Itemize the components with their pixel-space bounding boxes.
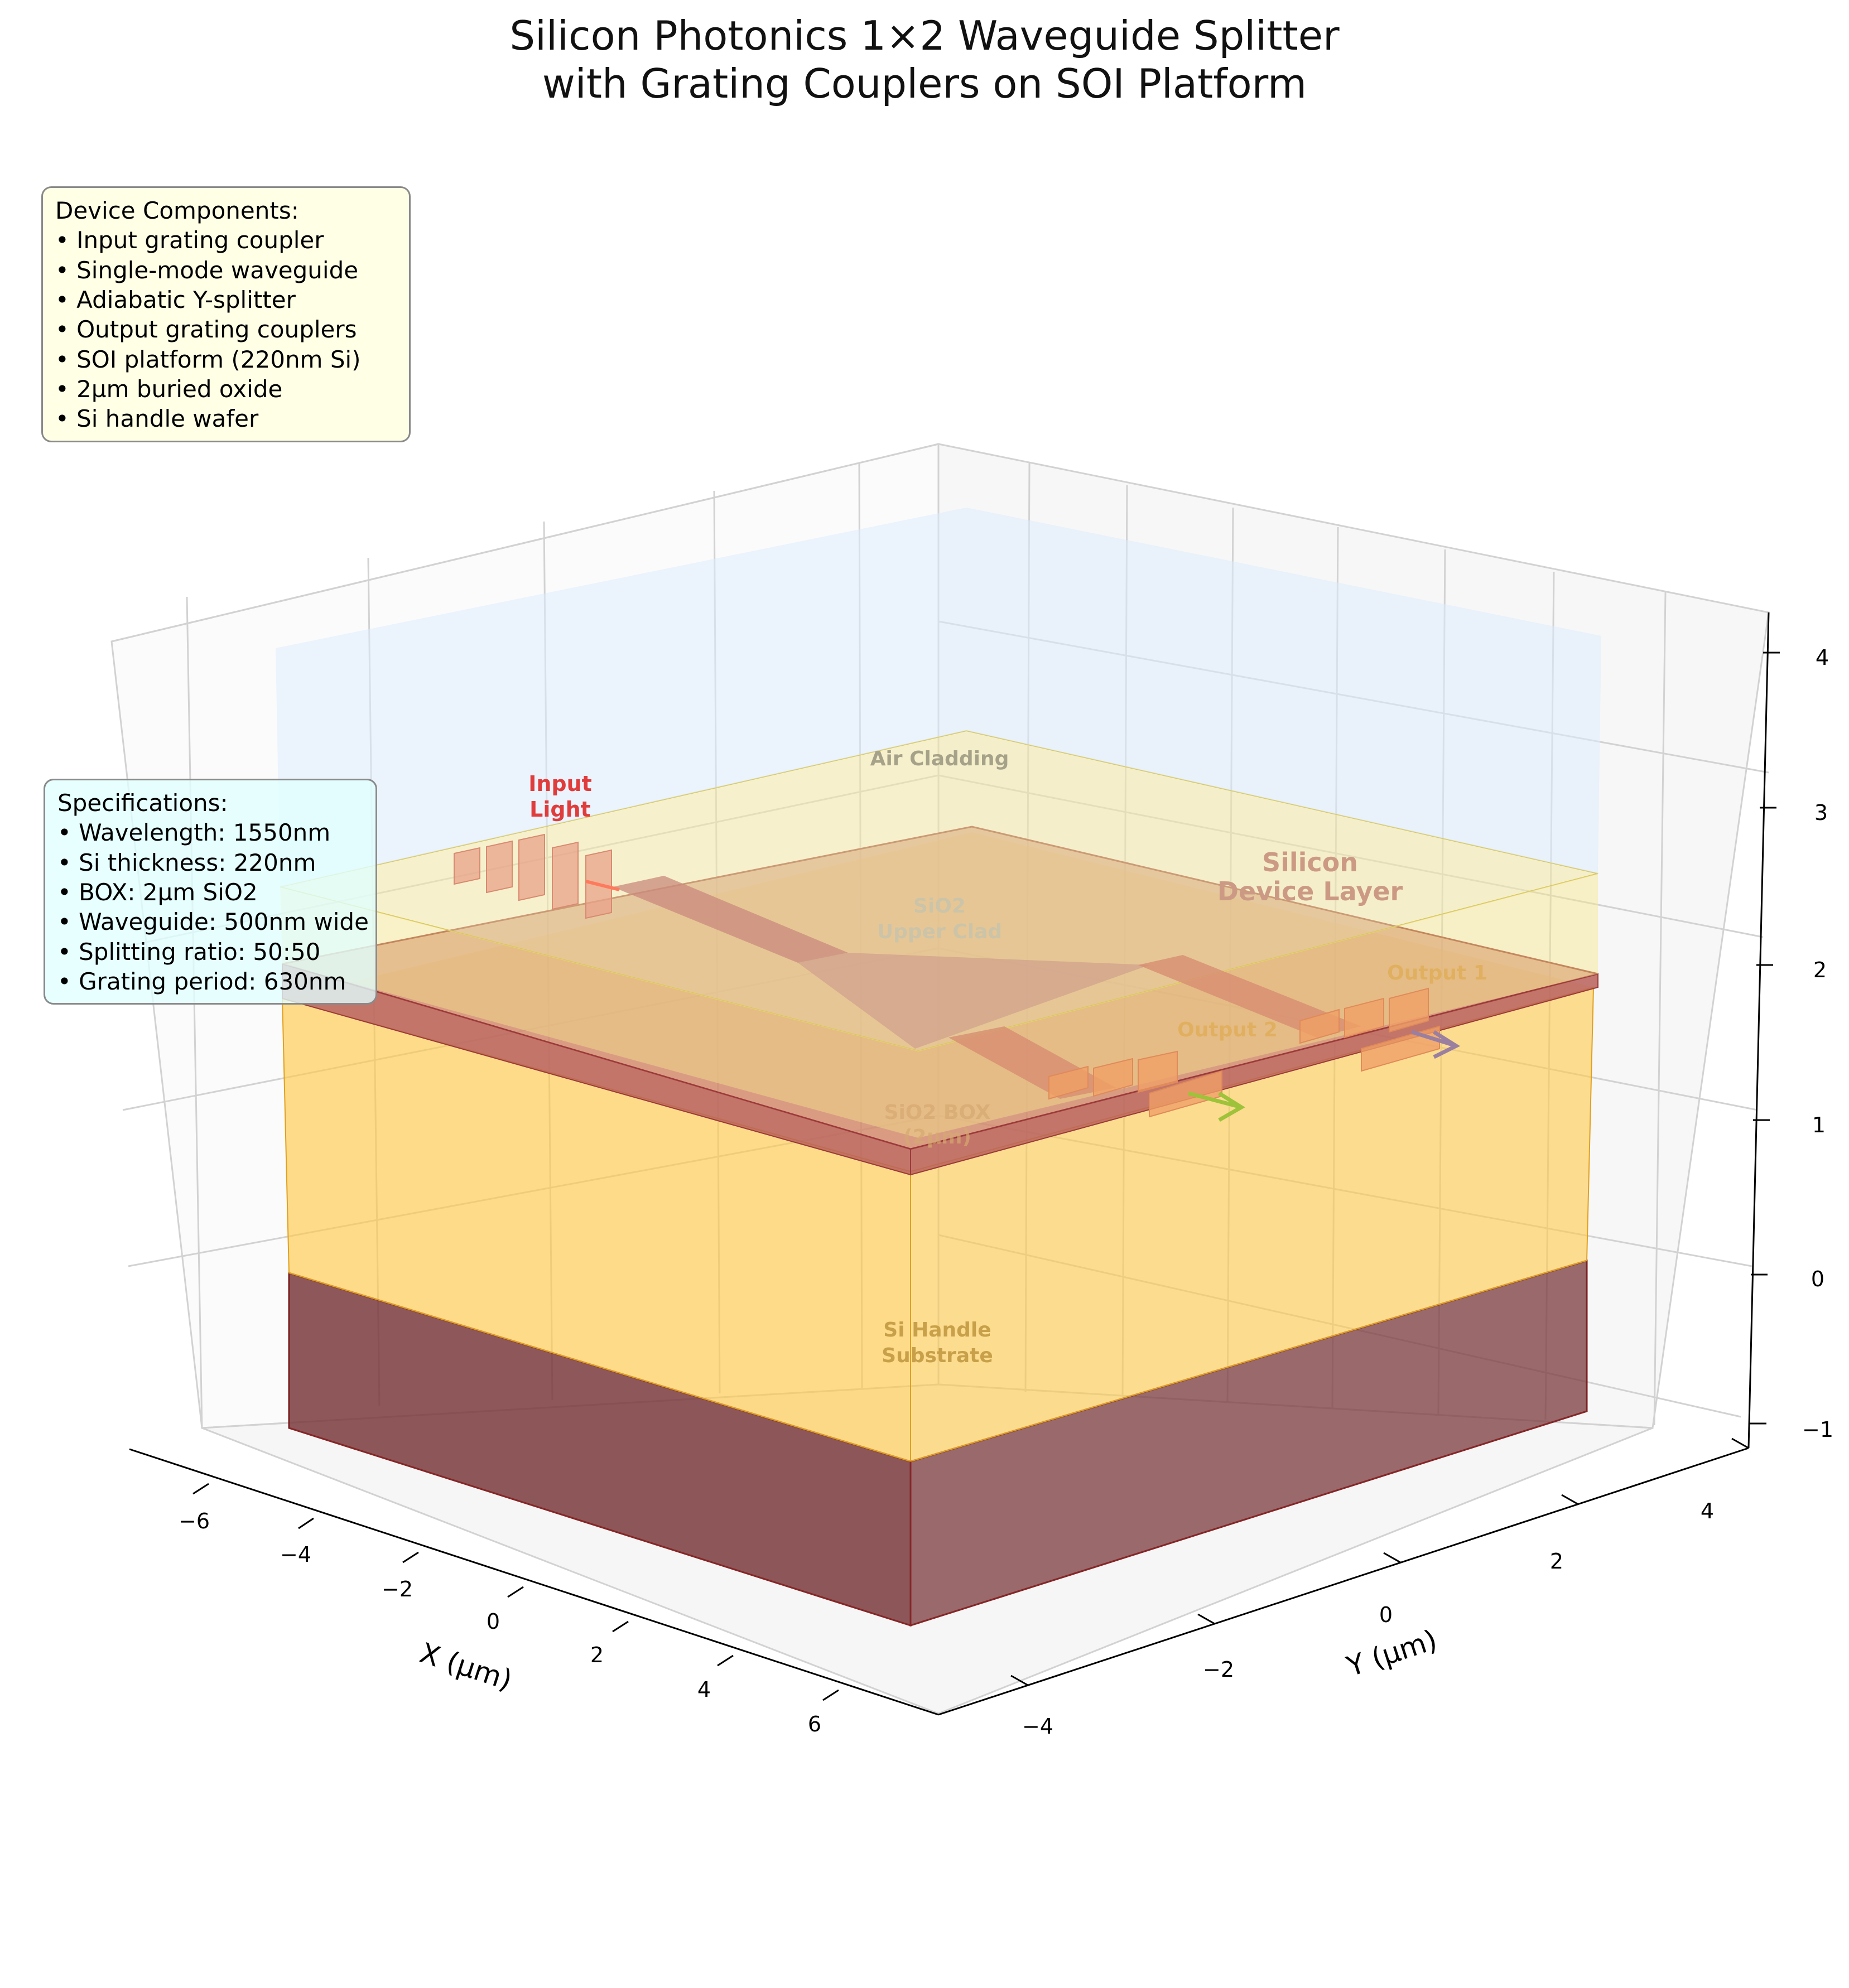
figure-title-line-2: with Grating Couplers on SOI Platform [542, 60, 1307, 107]
x-tick-label: 2 [590, 1643, 604, 1667]
y-tick-label: −4 [1022, 1714, 1053, 1739]
x-axis-line [129, 1448, 939, 1716]
figure-title-line-1: Silicon Photonics 1×2 Waveguide Splitter [509, 12, 1340, 59]
branch-1 [1138, 955, 1361, 1038]
handle-label-1: Si Handle [883, 1319, 991, 1342]
y-axis-label: Y (µm) [1342, 1624, 1441, 1683]
grating-tooth [518, 833, 545, 901]
device-components-legend: Device Components: • Input grating coupl… [41, 186, 411, 442]
output-2-label: Output 2 [1177, 1019, 1278, 1041]
x-tick-label: 4 [697, 1677, 711, 1702]
output-1-arrow [1410, 1030, 1461, 1059]
clad-left-face [280, 887, 918, 1138]
y-tick-label: −2 [1203, 1657, 1234, 1682]
grating-tooth [1389, 987, 1429, 1033]
grating-tooth [1299, 1009, 1340, 1044]
air-left-face [276, 508, 966, 887]
device-right-edge [910, 973, 1598, 1176]
output-2-arrow [1188, 1091, 1245, 1122]
y-splitter [798, 953, 1149, 1049]
grating-tooth [454, 847, 480, 885]
grating-tooth [486, 840, 513, 894]
x-axis-label: X (µm) [416, 1637, 516, 1697]
z-tick-label: 4 [1816, 645, 1829, 670]
input-grating-coupler [454, 833, 612, 919]
sio2-clad-label-1: SiO2 [913, 895, 966, 918]
output-1-label: Output 1 [1387, 962, 1487, 985]
output-2-grating-coupler [1048, 1050, 1222, 1118]
z-axis-line [1747, 612, 1770, 1449]
air-cladding-label: Air Cladding [870, 747, 1009, 770]
input-waveguide [613, 876, 848, 963]
z-axis: −1 0 1 2 3 4 [1747, 612, 1833, 1449]
legend-item: • Si handle wafer [55, 405, 259, 433]
grating-tooth [1344, 997, 1384, 1039]
box-label-2: (2µm) [903, 1126, 971, 1149]
grating-tooth [1093, 1058, 1133, 1097]
grid-line [1653, 592, 1667, 1426]
box-edges [288, 1410, 1587, 1627]
grating-tooth [1048, 1065, 1089, 1100]
z-tick-label: 3 [1814, 800, 1828, 825]
x-tick-label: 0 [487, 1609, 500, 1634]
legend-item: • Input grating coupler [55, 226, 324, 254]
legend-item: • Wavelength: 1550nm [57, 819, 331, 847]
x-tick-label: −6 [179, 1509, 210, 1533]
air-right-face [966, 508, 1601, 874]
y-tick-label: 2 [1550, 1549, 1563, 1574]
legend-item: • BOX: 2µm SiO2 [57, 878, 258, 906]
x-tick-label: 6 [808, 1712, 821, 1736]
x-tick-label: −2 [382, 1577, 413, 1601]
device-layer-label-2: Device Layer [1217, 876, 1403, 906]
output-1-grating-coupler [1299, 987, 1440, 1072]
input-light-label-2: Light [529, 797, 591, 822]
z-tick-label: 2 [1813, 958, 1827, 982]
legend-item: • SOI platform (220nm Si) [55, 345, 361, 373]
handle-label-2: Substrate [882, 1344, 993, 1367]
legend-item: • Si thickness: 220nm [57, 848, 316, 876]
y-axis-line [938, 1447, 1749, 1716]
input-light-label-1: Input [528, 771, 592, 796]
grid-line [186, 596, 203, 1429]
legend-item: • Waveguide: 500nm wide [57, 908, 369, 936]
grating-tooth [1138, 1050, 1178, 1093]
z-tick-label: 0 [1811, 1267, 1824, 1291]
z-tick-label: 1 [1812, 1113, 1826, 1137]
legend-heading: Device Components: [55, 197, 299, 224]
sio2-clad-label-2: Upper Clad [877, 920, 1002, 943]
legend-item: • Adiabatic Y-splitter [55, 286, 296, 313]
legend-item: • Output grating couplers [55, 316, 357, 344]
grating-tooth [552, 841, 579, 910]
specifications-legend: Specifications: • Wavelength: 1550nm • S… [44, 779, 377, 1005]
x-tick-label: −4 [280, 1542, 311, 1567]
device-layer-label-1: Silicon [1262, 847, 1358, 877]
y-tick-label: 0 [1379, 1603, 1393, 1627]
y-tick-label: 4 [1701, 1499, 1714, 1523]
legend-item: • Splitting ratio: 50:50 [57, 938, 321, 966]
legend-item: • Single-mode waveguide [55, 256, 359, 284]
legend-item: • 2µm buried oxide [55, 375, 283, 403]
input-light-arrow [585, 880, 620, 891]
legend-heading: Specifications: [57, 789, 228, 817]
z-tick-label: −1 [1802, 1417, 1833, 1442]
grid-line [111, 443, 939, 643]
air-cladding [276, 508, 1601, 887]
legend-item: • Grating period: 630nm [57, 967, 346, 995]
box-label-1: SiO2 BOX [884, 1101, 991, 1124]
